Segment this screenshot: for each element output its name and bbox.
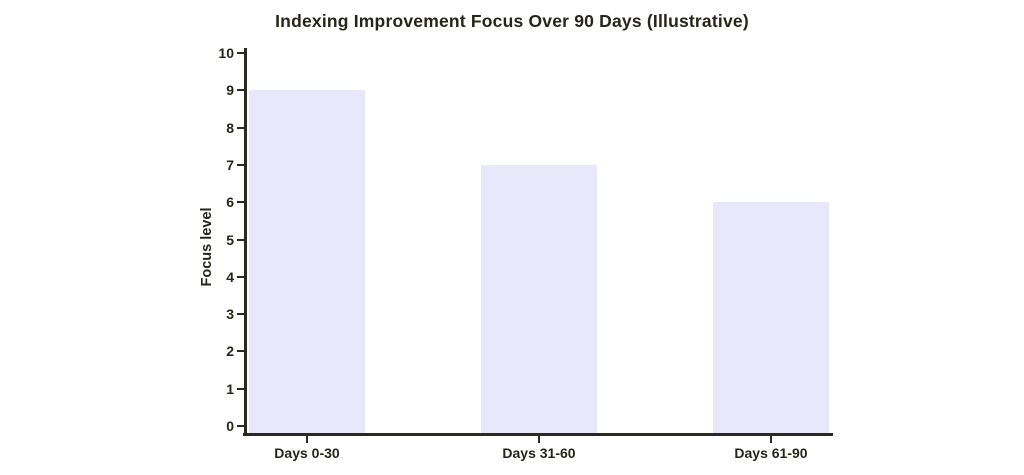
y-tick-label: 4 xyxy=(226,268,234,285)
y-tick-label: 8 xyxy=(226,119,234,136)
y-tick-mark xyxy=(237,52,244,54)
y-tick-label: 10 xyxy=(218,45,234,61)
y-tick-label: 6 xyxy=(226,194,234,211)
y-tick-mark xyxy=(237,201,244,204)
bar-days-31-60 xyxy=(481,164,597,433)
y-axis-line xyxy=(244,48,247,436)
x-tick-label: Days 0-30 xyxy=(274,445,340,461)
x-tick-label: Days 31-60 xyxy=(502,445,576,461)
y-tick-mark xyxy=(237,89,244,92)
bar-days-0-30 xyxy=(249,90,365,433)
x-tick-mark xyxy=(538,436,540,443)
y-tick-mark xyxy=(237,275,244,278)
x-axis-line xyxy=(243,433,833,436)
y-tick-label: 7 xyxy=(226,156,234,173)
x-tick-mark xyxy=(306,436,308,443)
y-tick-label: 3 xyxy=(226,306,234,323)
y-tick-label: 0 xyxy=(226,418,234,434)
y-tick-mark xyxy=(237,313,244,316)
y-tick-mark xyxy=(237,126,244,129)
y-tick-mark xyxy=(237,425,244,427)
y-tick-mark xyxy=(237,387,244,390)
y-tick-mark xyxy=(237,350,244,353)
y-tick-label: 2 xyxy=(226,343,234,360)
x-tick-label: Days 61-90 xyxy=(734,445,808,461)
chart-title: Indexing Improvement Focus Over 90 Days … xyxy=(275,11,749,31)
bar-days-61-90 xyxy=(713,202,829,433)
y-tick-label: 9 xyxy=(226,82,234,99)
y-tick-mark xyxy=(237,238,244,241)
y-tick-label: 5 xyxy=(226,231,234,248)
y-tick-label: 1 xyxy=(226,380,234,397)
y-tick-mark xyxy=(237,163,244,166)
x-tick-mark xyxy=(770,436,772,443)
